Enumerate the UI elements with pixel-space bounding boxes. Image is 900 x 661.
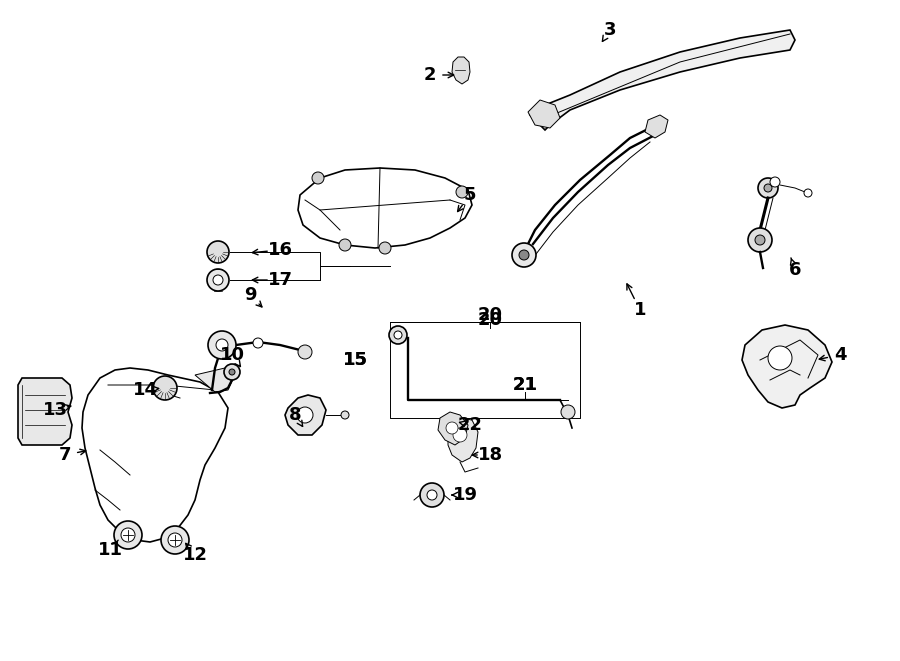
Text: 17: 17 — [267, 271, 293, 289]
Text: 21: 21 — [512, 376, 537, 394]
Circle shape — [208, 331, 236, 359]
Circle shape — [561, 405, 575, 419]
Text: 9: 9 — [244, 286, 256, 304]
Text: 12: 12 — [183, 546, 208, 564]
Text: 10: 10 — [220, 346, 245, 364]
Circle shape — [770, 177, 780, 187]
Text: 11: 11 — [97, 541, 122, 559]
Circle shape — [229, 369, 235, 375]
Text: 15: 15 — [343, 351, 367, 369]
Text: 19: 19 — [453, 486, 478, 504]
Text: 8: 8 — [289, 406, 302, 424]
Circle shape — [341, 411, 349, 419]
Text: 1: 1 — [634, 301, 646, 319]
Circle shape — [168, 533, 182, 547]
Circle shape — [427, 490, 437, 500]
Polygon shape — [195, 368, 235, 392]
Circle shape — [114, 521, 142, 549]
Text: 4: 4 — [833, 346, 846, 364]
Circle shape — [453, 428, 467, 442]
Circle shape — [207, 269, 229, 291]
Circle shape — [389, 326, 407, 344]
Text: 2: 2 — [424, 66, 436, 84]
Text: 20: 20 — [478, 306, 502, 324]
Circle shape — [379, 242, 391, 254]
Circle shape — [758, 178, 778, 198]
Text: 6: 6 — [788, 261, 801, 279]
Text: 14: 14 — [132, 381, 157, 399]
Circle shape — [339, 239, 351, 251]
Circle shape — [804, 189, 812, 197]
Polygon shape — [645, 115, 668, 138]
Text: 15: 15 — [343, 351, 367, 369]
Polygon shape — [18, 378, 72, 445]
Polygon shape — [530, 30, 795, 130]
Circle shape — [456, 186, 468, 198]
Text: 5: 5 — [464, 186, 476, 204]
Circle shape — [748, 228, 772, 252]
Circle shape — [764, 184, 772, 192]
Circle shape — [297, 407, 313, 423]
Text: 13: 13 — [42, 401, 68, 419]
Circle shape — [207, 241, 229, 263]
Circle shape — [213, 275, 223, 285]
Circle shape — [519, 250, 529, 260]
Circle shape — [446, 422, 458, 434]
Text: 7: 7 — [58, 446, 71, 464]
Circle shape — [216, 339, 228, 351]
Text: 21: 21 — [512, 376, 537, 394]
Polygon shape — [298, 168, 472, 248]
Text: 18: 18 — [477, 446, 502, 464]
Circle shape — [121, 528, 135, 542]
Polygon shape — [82, 368, 228, 542]
Polygon shape — [448, 418, 478, 462]
Circle shape — [312, 172, 324, 184]
Text: 16: 16 — [267, 241, 293, 259]
Circle shape — [512, 243, 536, 267]
Text: 22: 22 — [457, 416, 482, 434]
Circle shape — [420, 483, 444, 507]
Circle shape — [153, 376, 177, 400]
Circle shape — [253, 338, 263, 348]
Text: 20: 20 — [478, 311, 502, 329]
Circle shape — [224, 364, 240, 380]
Polygon shape — [528, 100, 560, 128]
Text: 3: 3 — [604, 21, 617, 39]
Polygon shape — [452, 57, 470, 84]
Circle shape — [298, 345, 312, 359]
Circle shape — [755, 235, 765, 245]
Polygon shape — [742, 325, 832, 408]
Circle shape — [161, 526, 189, 554]
Circle shape — [394, 331, 402, 339]
Polygon shape — [285, 395, 326, 435]
Polygon shape — [438, 412, 468, 445]
Circle shape — [768, 346, 792, 370]
